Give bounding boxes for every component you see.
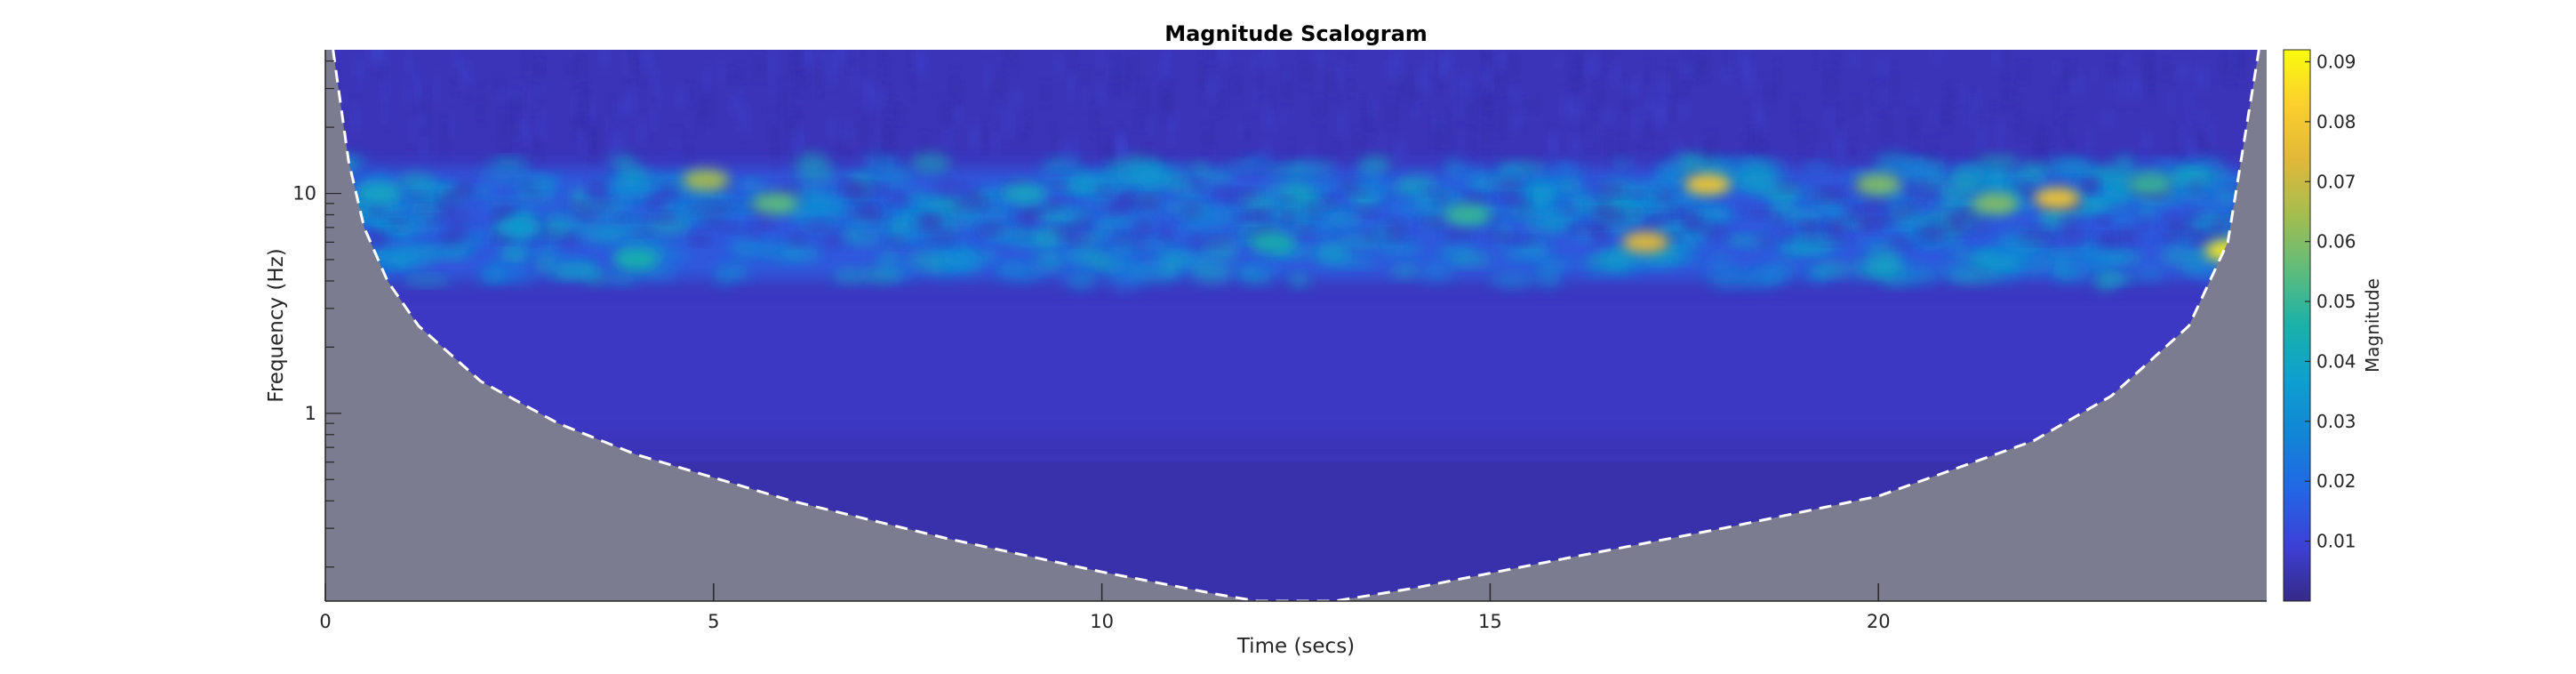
chart-title: Magnitude Scalogram bbox=[1164, 21, 1428, 46]
heatmap-hotspot bbox=[2034, 188, 2081, 210]
colorbar-tick-label: 0.01 bbox=[2316, 531, 2356, 552]
x-axis-ticks: 0 5 10 15 20 bbox=[319, 583, 1891, 632]
heatmap-hotspot bbox=[1444, 204, 1491, 226]
x-tick-label: 15 bbox=[1478, 611, 1502, 632]
y-axis-ticks: 1 10 bbox=[292, 60, 341, 568]
colorbar-tick-label: 0.06 bbox=[2316, 231, 2356, 253]
cone-of-influence-line bbox=[332, 50, 2260, 601]
heatmap-hotspot bbox=[1684, 173, 1732, 196]
colorbar-ticks: 0.01 0.02 0.03 0.04 0.05 0.06 0.07 0.08 0.09 bbox=[2305, 51, 2356, 552]
heatmap-hotspot bbox=[1972, 192, 2019, 214]
colorbar-tick-label: 0.05 bbox=[2316, 291, 2356, 312]
cone-of-influence-shade bbox=[325, 50, 2267, 601]
heatmap-hotspot bbox=[496, 216, 543, 238]
colorbar-tick-label: 0.07 bbox=[2316, 171, 2356, 192]
heatmap-hotspot bbox=[1001, 182, 1048, 205]
heatmap-hotspot bbox=[2126, 173, 2173, 196]
y-axis-label: Frequency (Hz) bbox=[265, 248, 288, 402]
colorbar-body bbox=[2283, 49, 2311, 602]
heatmap-hotspot bbox=[1622, 231, 1669, 253]
colorbar-tick-label: 0.04 bbox=[2316, 350, 2356, 372]
colorbar-tick-label: 0.08 bbox=[2316, 111, 2356, 132]
x-tick-label: 0 bbox=[319, 611, 331, 632]
heatmap-hotspot bbox=[1249, 231, 1296, 253]
heatmap-hotspot bbox=[612, 248, 660, 270]
colorbar-tick-label: 0.09 bbox=[2316, 51, 2356, 72]
x-axis-label: Time (secs) bbox=[1236, 635, 1355, 658]
colorbar-label: Magnitude bbox=[2362, 278, 2383, 373]
colorbar-tick-label: 0.02 bbox=[2316, 470, 2356, 492]
heatmap-hotspot bbox=[1855, 173, 1902, 196]
x-tick-label: 10 bbox=[1090, 611, 1114, 632]
heatmap-hotspot bbox=[752, 192, 799, 214]
y-tick-label: 1 bbox=[305, 403, 316, 424]
heatmap-hotspot bbox=[356, 182, 404, 205]
x-tick-label: 5 bbox=[708, 611, 719, 632]
heatmap bbox=[325, 50, 2267, 601]
x-tick-label: 20 bbox=[1867, 611, 1891, 632]
heatmap-hotspot bbox=[683, 169, 730, 191]
colorbar: 0.01 0.02 0.03 0.04 0.05 0.06 0.07 0.08 0.09 Mag… bbox=[2283, 49, 2383, 602]
y-tick-label: 10 bbox=[292, 183, 316, 205]
colorbar-tick-label: 0.03 bbox=[2316, 411, 2356, 432]
